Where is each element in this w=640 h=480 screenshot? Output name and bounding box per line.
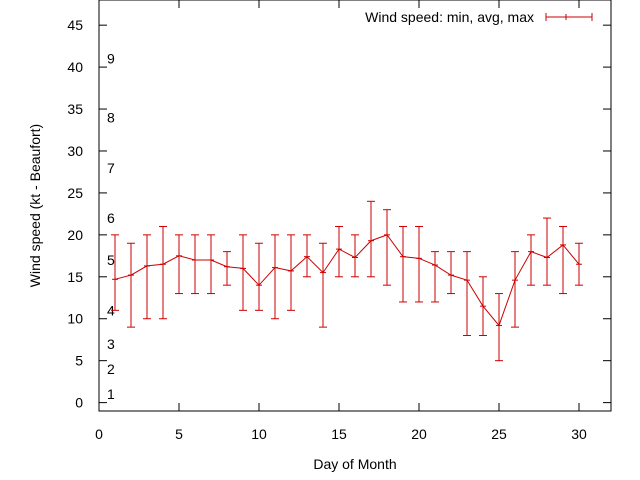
y-tick-label: 5 (75, 353, 83, 369)
y-tick-label: 40 (67, 59, 83, 75)
beaufort-label: 9 (107, 51, 115, 67)
y-tick-label: 10 (67, 311, 83, 327)
y-tick-label: 20 (67, 227, 83, 243)
error-bars (111, 200, 583, 362)
series-line-group (112, 234, 582, 327)
x-tick-label: 10 (251, 426, 267, 442)
y-tick-label: 25 (67, 185, 83, 201)
beaufort-label: 1 (107, 386, 115, 402)
x-axis-ticks: 0 5 10 15 20 25 30 (95, 0, 587, 442)
x-tick-label: 30 (571, 426, 587, 442)
x-tick-label: 0 (95, 426, 103, 442)
y-tick-label: 15 (67, 269, 83, 285)
y-tick-label: 35 (67, 101, 83, 117)
y-axis-title: Wind speed (kt - Beaufort) (27, 124, 43, 287)
x-tick-label: 20 (411, 426, 427, 442)
legend: Wind speed: min, avg, max (365, 9, 593, 25)
plot-border (98, 0, 612, 412)
x-tick-label: 25 (491, 426, 507, 442)
y-tick-label: 45 (67, 17, 83, 33)
x-tick-label: 5 (175, 426, 183, 442)
legend-label: Wind speed: min, avg, max (365, 9, 534, 25)
x-tick-label: 15 (331, 426, 347, 442)
beaufort-label: 6 (107, 210, 115, 226)
x-axis-title: Day of Month (313, 456, 396, 472)
y-tick-label: 30 (67, 143, 83, 159)
beaufort-label: 7 (107, 160, 115, 176)
y-tick-label: 0 (75, 395, 83, 411)
beaufort-label: 2 (107, 361, 115, 377)
series-avg-line (114, 234, 580, 327)
beaufort-label: 8 (107, 109, 115, 125)
plot-frame (98, 0, 612, 412)
beaufort-label: 3 (107, 336, 115, 352)
beaufort-label: 5 (107, 252, 115, 268)
